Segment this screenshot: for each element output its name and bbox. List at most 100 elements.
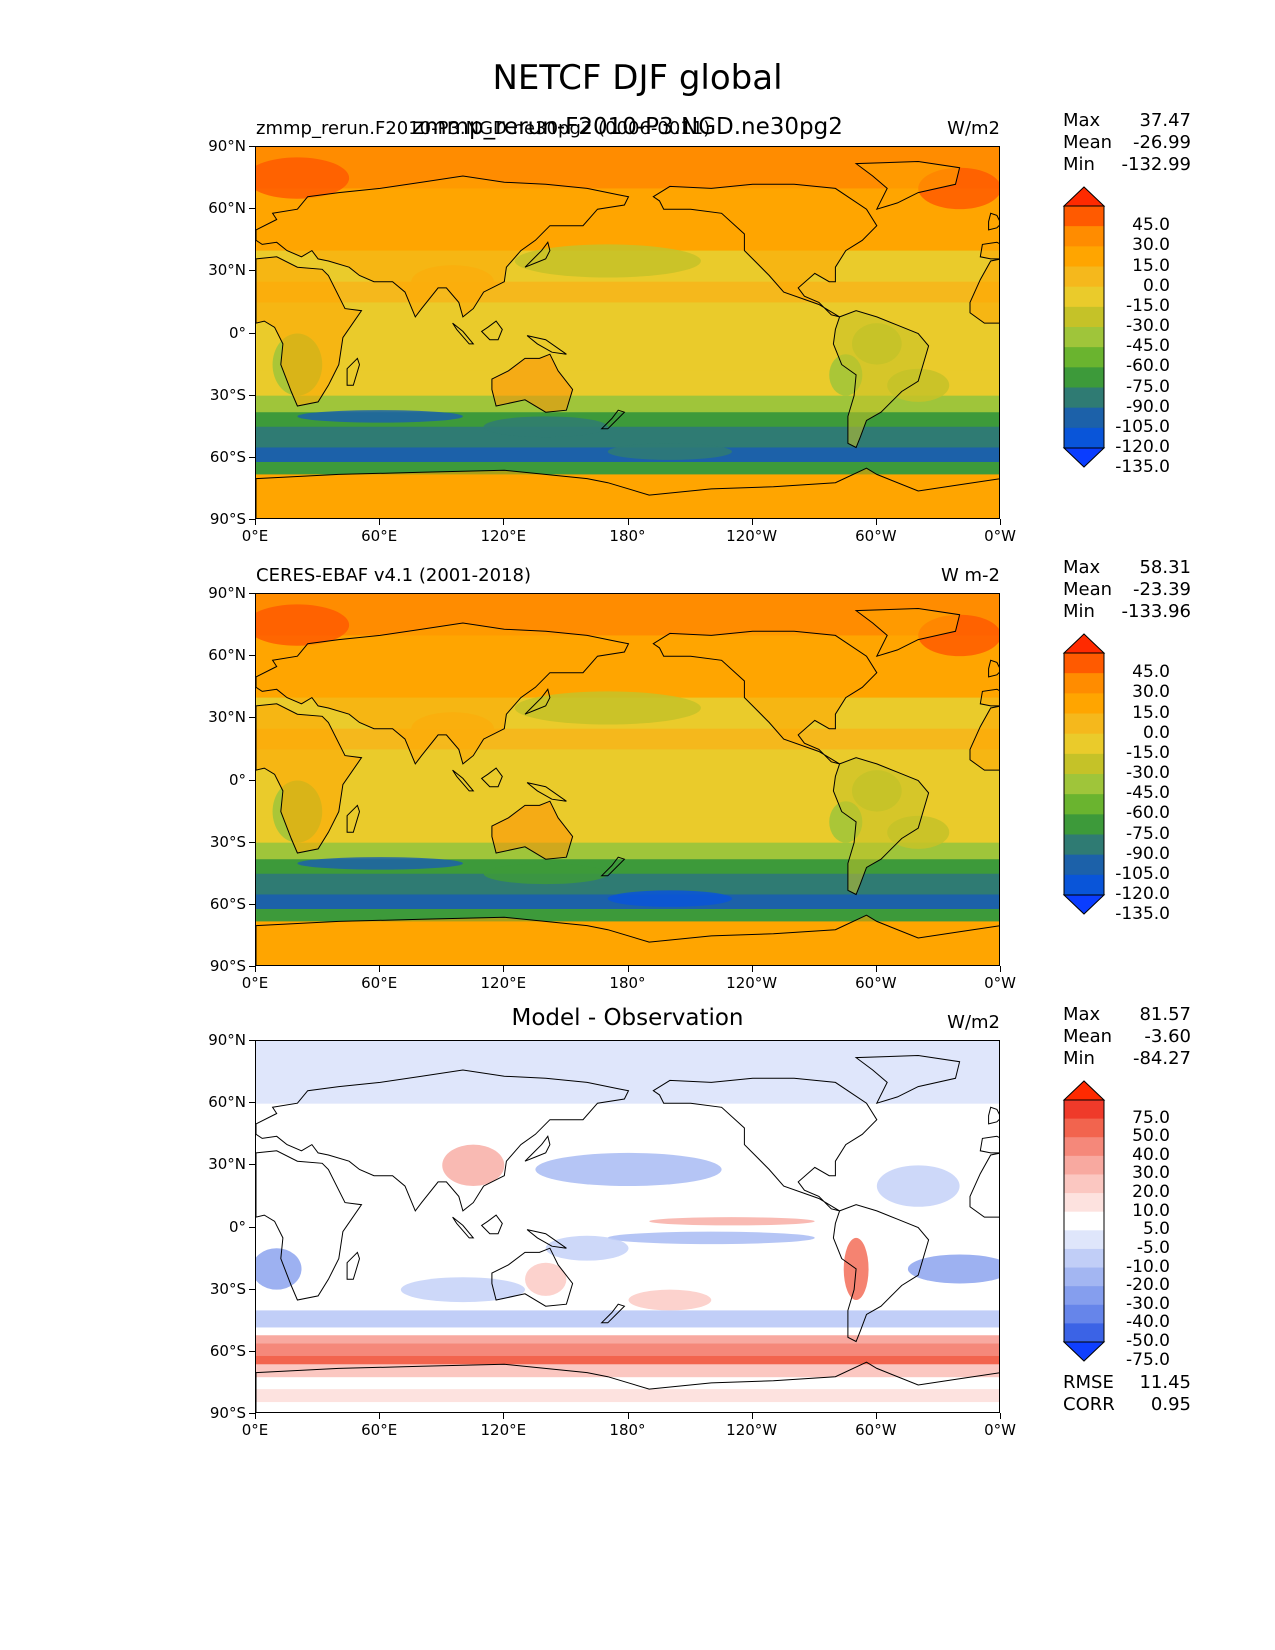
- x-tick-label: 120°W: [726, 1421, 778, 1439]
- colorbar-extend-bottom: [1062, 1341, 1106, 1362]
- colorbar-swatch: [1064, 1174, 1104, 1194]
- colorbar-label: -30.0: [1126, 1293, 1170, 1314]
- map-field: [256, 147, 999, 518]
- stat-label: Min: [1063, 601, 1095, 622]
- y-tick-mark: [249, 1040, 255, 1041]
- stat-row: Mean -26.99: [1063, 132, 1191, 154]
- panel-left-title: zmmp_rerun.F2010-P3.NGD.ne30pg2 (0006-00…: [256, 118, 711, 139]
- colorbar-label: 75.0: [1132, 1107, 1170, 1128]
- land-fill: [653, 184, 877, 317]
- stat-label: Min: [1063, 154, 1095, 175]
- stat-row: Min -84.27: [1063, 1048, 1191, 1070]
- y-tick-mark: [249, 146, 255, 147]
- y-tick-mark: [249, 655, 255, 657]
- colorbar-swatch: [1064, 733, 1104, 755]
- x-tick-label: 120°W: [726, 974, 778, 992]
- colorbar: [1062, 186, 1106, 468]
- x-tick-label: 180°: [609, 527, 646, 545]
- x-tick-label: 120°E: [480, 527, 527, 545]
- colorbar-extend-top: [1062, 186, 1106, 207]
- stat-value: -3.60: [1144, 1026, 1191, 1047]
- colorbar-swatch: [1064, 1230, 1104, 1250]
- coastline-borneo: [480, 767, 503, 788]
- colorbar-label: -105.0: [1115, 863, 1170, 884]
- coastline-nz: [600, 1303, 626, 1324]
- coastline-africaW: [969, 258, 999, 324]
- x-tick-mark: [627, 1413, 629, 1419]
- x-tick-label: 0°W: [984, 1421, 1016, 1439]
- x-tick-mark: [503, 966, 505, 972]
- coastline-greenland: [854, 607, 961, 658]
- y-tick-label: 0°: [228, 323, 246, 342]
- colorbar-label: 15.0: [1132, 702, 1170, 723]
- x-tick-label: 180°: [609, 974, 646, 992]
- coastline-uk: [988, 212, 999, 231]
- colorbar-swatch: [1064, 1323, 1104, 1343]
- coastline-sumatra: [452, 1216, 475, 1239]
- x-tick-mark: [503, 519, 505, 525]
- stats-block: Max 81.57 Mean -3.60 Min -84.27: [1063, 1004, 1191, 1070]
- coastline-africa: [256, 1150, 363, 1301]
- stat-label: Max: [1063, 110, 1101, 131]
- colorbar-label: -15.0: [1126, 295, 1170, 316]
- field-patch: [628, 1289, 712, 1311]
- coastline-japan: [524, 241, 551, 268]
- x-tick-mark: [255, 1413, 256, 1419]
- field-band: [256, 461, 999, 475]
- y-tick-mark: [249, 717, 255, 719]
- stat-label: Max: [1063, 1004, 1101, 1025]
- y-tick-mark: [249, 270, 255, 272]
- colorbar-label: 40.0: [1132, 1144, 1170, 1165]
- land-fill: [256, 915, 999, 965]
- coastline-namerica: [652, 630, 878, 765]
- stat-label: Min: [1063, 1048, 1095, 1069]
- stat-label: RMSE: [1063, 1372, 1114, 1393]
- y-tick-mark: [249, 208, 255, 210]
- coastline-ng: [526, 782, 567, 802]
- coastline-eurasia: [256, 622, 630, 765]
- colorbar-swatch: [1064, 774, 1104, 795]
- y-tick-label: 60°N: [208, 199, 246, 218]
- y-tick-mark: [249, 903, 255, 905]
- colorbar-swatch: [1064, 834, 1104, 856]
- y-tick-label: 90°S: [209, 957, 246, 975]
- y-tick-label: 60°N: [208, 646, 246, 665]
- colorbar-extend-top: [1062, 633, 1106, 654]
- colorbar-label: -15.0: [1126, 742, 1170, 763]
- colorbar-label: -40.0: [1126, 1312, 1170, 1333]
- panel-left-title: CERES-EBAF v4.1 (2001-2018): [256, 565, 532, 586]
- y-tick-label: 30°S: [209, 1279, 246, 1298]
- land-fill: [856, 161, 960, 210]
- colorbar-label: -75.0: [1126, 823, 1170, 844]
- coastline-iberia: [979, 688, 999, 707]
- coastline-ng: [526, 335, 567, 355]
- field-patch: [876, 1165, 960, 1207]
- colorbar-extend-top: [1062, 1080, 1106, 1101]
- coastline-namerica: [652, 183, 878, 318]
- field-patch: [483, 863, 608, 885]
- x-tick-label: 120°E: [480, 974, 527, 992]
- coastline-australia: [491, 800, 574, 860]
- colorbar-label: 50.0: [1132, 1126, 1170, 1147]
- colorbar-label: 30.0: [1132, 1163, 1170, 1184]
- colorbar-label: -30.0: [1126, 763, 1170, 783]
- coastline-madagascar: [346, 1251, 361, 1280]
- stat-value: -132.99: [1121, 154, 1191, 175]
- y-tick-label: 30°N: [208, 261, 246, 280]
- coastline-africaW: [969, 1152, 999, 1218]
- x-tick-mark: [751, 1413, 753, 1419]
- x-tick-label: 60°E: [361, 1421, 398, 1439]
- coastline-africa: [256, 256, 363, 407]
- land-fill: [256, 256, 362, 406]
- x-tick-mark: [751, 519, 753, 525]
- x-tick-label: 60°E: [361, 527, 398, 545]
- coastline-madagascar: [346, 804, 361, 833]
- field-patch: [535, 1152, 722, 1187]
- coastline-eurasia: [256, 1069, 630, 1212]
- coastline-australia: [491, 353, 574, 413]
- colorbar-label: 15.0: [1132, 255, 1170, 276]
- coastline-africa: [256, 703, 363, 854]
- land-fill: [833, 757, 929, 895]
- field-band: [256, 842, 999, 860]
- colorbar-swatch: [1064, 794, 1104, 815]
